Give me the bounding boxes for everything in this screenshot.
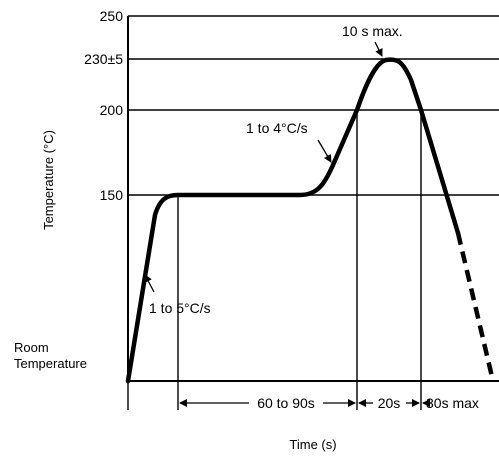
tick-label-150: 150 [100,187,124,203]
annotation-ramp-rate: 1 to 4°C/s [246,120,308,136]
y-axis-title: Temperature (°C) [41,130,56,230]
tick-label-250: 250 [100,8,124,24]
profile-curve-solid [125,57,461,384]
room-label-line2: Temperature [14,356,87,371]
tick-label-230: 230±5 [84,51,123,67]
arrow-ramp-rate [317,139,332,163]
interval-label-soak: 60 to 90s [257,395,315,411]
room-label-line1: Room [14,340,49,355]
interval-label-cool: 30s max [426,395,479,411]
arrow-peak-note [374,41,383,57]
annotation-peak-note: 10 s max. [342,23,403,39]
arrow-preheat-rate [144,274,155,293]
x-axis-title: Time (s) [289,437,336,452]
interval-label-peak: 20s [378,395,401,411]
tick-label-200: 200 [100,102,124,118]
profile-curve-dashed [455,232,496,382]
annotation-preheat-rate: 1 to 5°C/s [149,300,211,316]
